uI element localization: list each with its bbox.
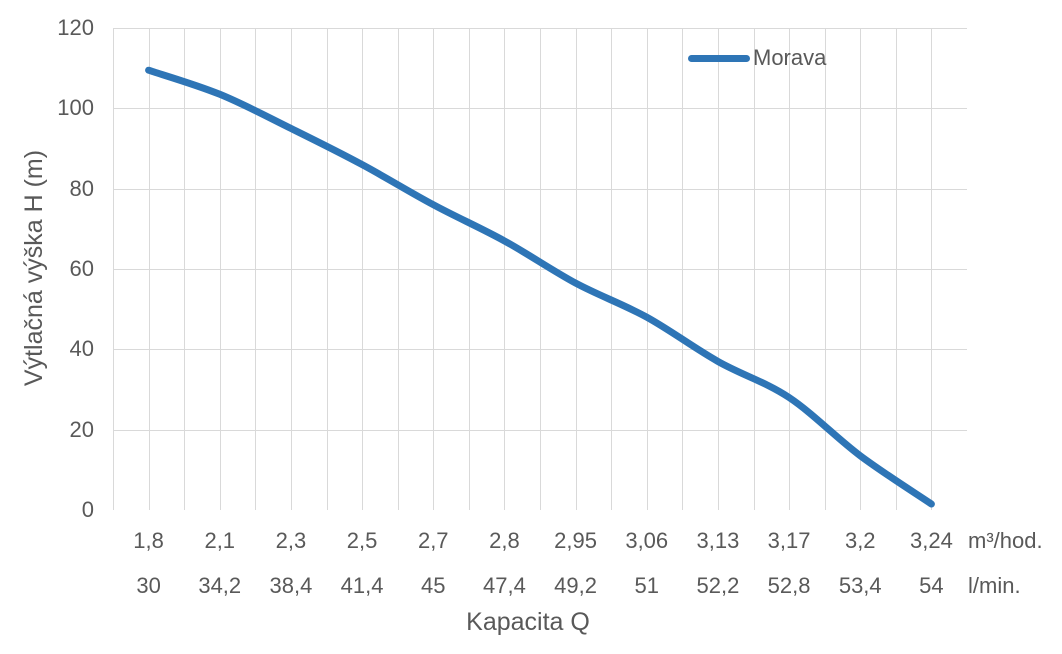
- morava-curve: [145, 66, 935, 508]
- x-category-label-lmin: 45: [421, 573, 446, 598]
- plot-svg: [113, 28, 967, 510]
- x-category-label-lmin: 52,2: [696, 573, 740, 598]
- y-tick-label: 120: [57, 15, 94, 40]
- x-category-label-m3hod: 2,8: [489, 528, 520, 553]
- y-tick-label: 80: [69, 175, 94, 201]
- x-category-label-lmin: 47,4: [482, 573, 526, 598]
- legend: Morava: [688, 44, 826, 72]
- x-axis-unit-lmin: l/min.: [968, 573, 1021, 598]
- y-tick-label: 20: [69, 416, 94, 442]
- y-tick-label: 40: [69, 336, 94, 362]
- y-tick-label: 100: [57, 95, 94, 121]
- x-category-label-lmin: 51: [634, 573, 659, 598]
- x-category-label-m3hod: 1,8: [133, 528, 164, 553]
- legend-line-sample: [688, 54, 750, 62]
- plot-area: [113, 28, 967, 510]
- x-category-label-m3hod: 2,3: [275, 528, 307, 553]
- legend-label: Morava: [753, 45, 827, 70]
- x-category-label-lmin: 54: [919, 573, 944, 598]
- x-category-label-m3hod: 3,06: [625, 528, 669, 553]
- x-category-label-m3hod: 2,5: [346, 528, 378, 553]
- x-category-label-m3hod: 2,95: [554, 528, 597, 553]
- x-category-label-m3hod: 3,17: [767, 528, 811, 553]
- x-axis-title: Kapacita Q: [466, 608, 590, 636]
- x-category-label-m3hod: 2,7: [417, 528, 449, 553]
- x-category-label-lmin: 52,8: [767, 573, 811, 598]
- x-category-label-lmin: 30: [136, 573, 161, 598]
- x-category-label-m3hod: 3,2: [844, 528, 876, 553]
- x-category-label-m3hod: 3,24: [909, 528, 953, 553]
- x-category-label-lmin: 41,4: [340, 573, 384, 598]
- x-category-label-lmin: 53,4: [838, 573, 882, 598]
- x-category-label-m3hod: 3,13: [696, 528, 740, 553]
- x-category-label-m3hod: 2,1: [204, 528, 236, 553]
- x-axis-unit-m3hod: m³/hod.: [968, 528, 1043, 553]
- y-tick-label: 60: [69, 256, 94, 281]
- y-tick-label: 0: [81, 497, 94, 522]
- x-category-label-lmin: 34,2: [198, 573, 242, 598]
- x-category-label-lmin: 49,2: [554, 573, 597, 598]
- x-category-label-lmin: 38,4: [269, 573, 313, 598]
